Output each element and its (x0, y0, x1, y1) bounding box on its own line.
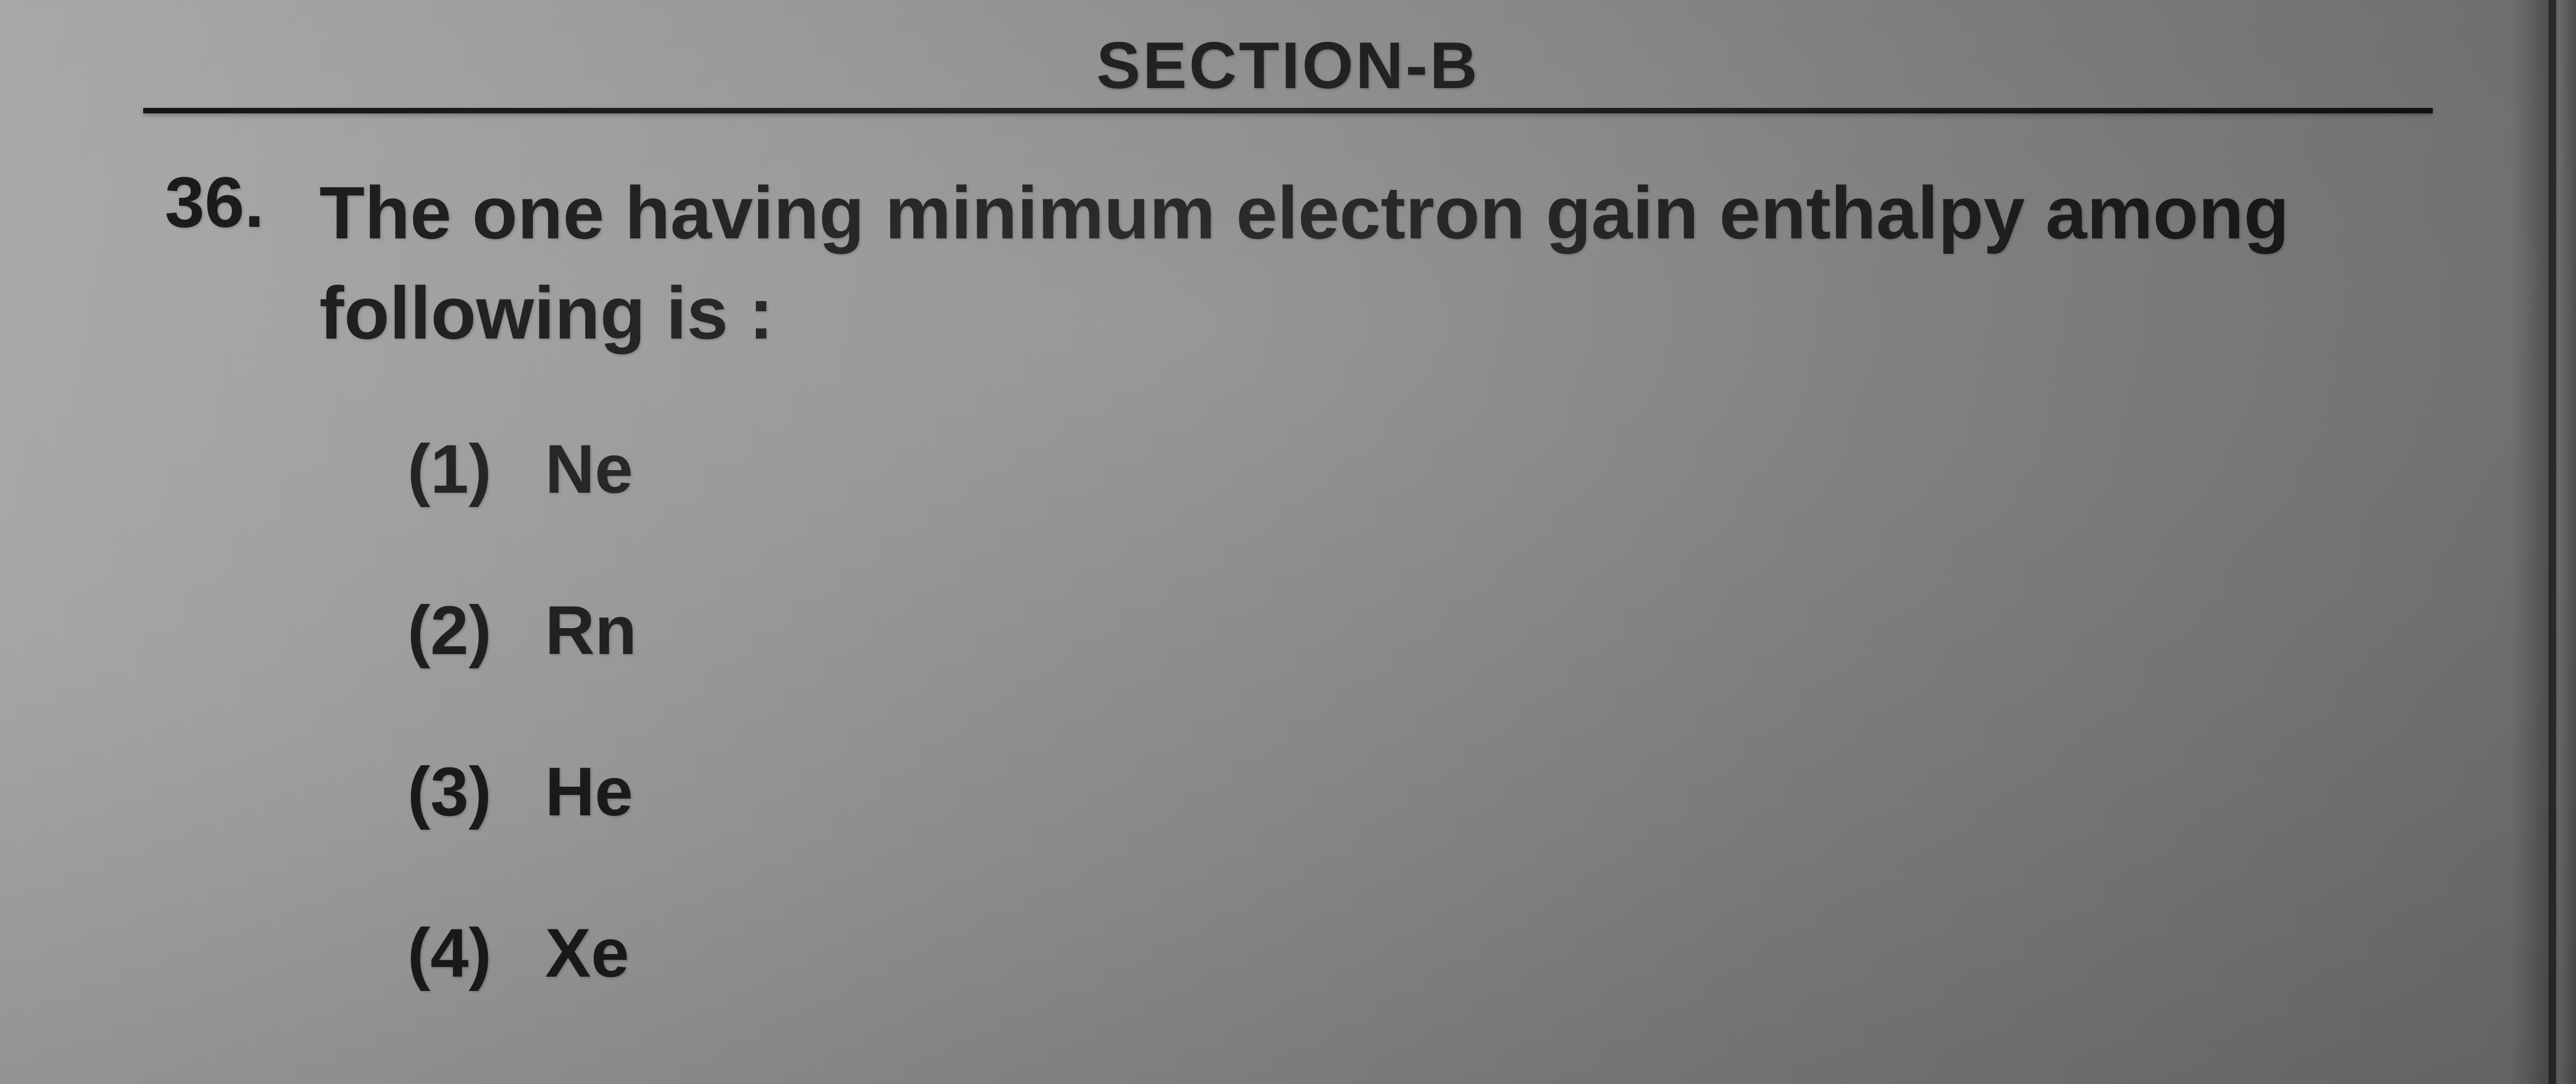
question-text: The one having minimum electron gain ent… (319, 163, 2411, 364)
question-number: 36. (143, 163, 264, 242)
option-3-label: (3) (407, 753, 512, 831)
option-4-label: (4) (407, 914, 512, 993)
option-3-value: He (545, 753, 633, 831)
scanned-page: SECTION-B 36. The one having minimum ele… (0, 0, 2576, 1084)
options-list: (1) Ne (2) Rn (3) He (4) Xe (407, 430, 2433, 993)
question-row: 36. The one having minimum electron gain… (143, 163, 2433, 364)
option-4-value: Xe (545, 914, 629, 993)
option-4: (4) Xe (407, 914, 2433, 993)
option-1-label: (1) (407, 430, 512, 509)
page-right-edge-shadow (2510, 0, 2576, 1084)
section-divider (143, 108, 2433, 113)
option-2-label: (2) (407, 591, 512, 670)
option-3: (3) He (407, 753, 2433, 831)
option-1-value: Ne (545, 430, 633, 509)
option-1: (1) Ne (407, 430, 2433, 509)
option-2: (2) Rn (407, 591, 2433, 670)
section-header: SECTION-B (143, 28, 2433, 104)
option-2-value: Rn (545, 591, 637, 670)
